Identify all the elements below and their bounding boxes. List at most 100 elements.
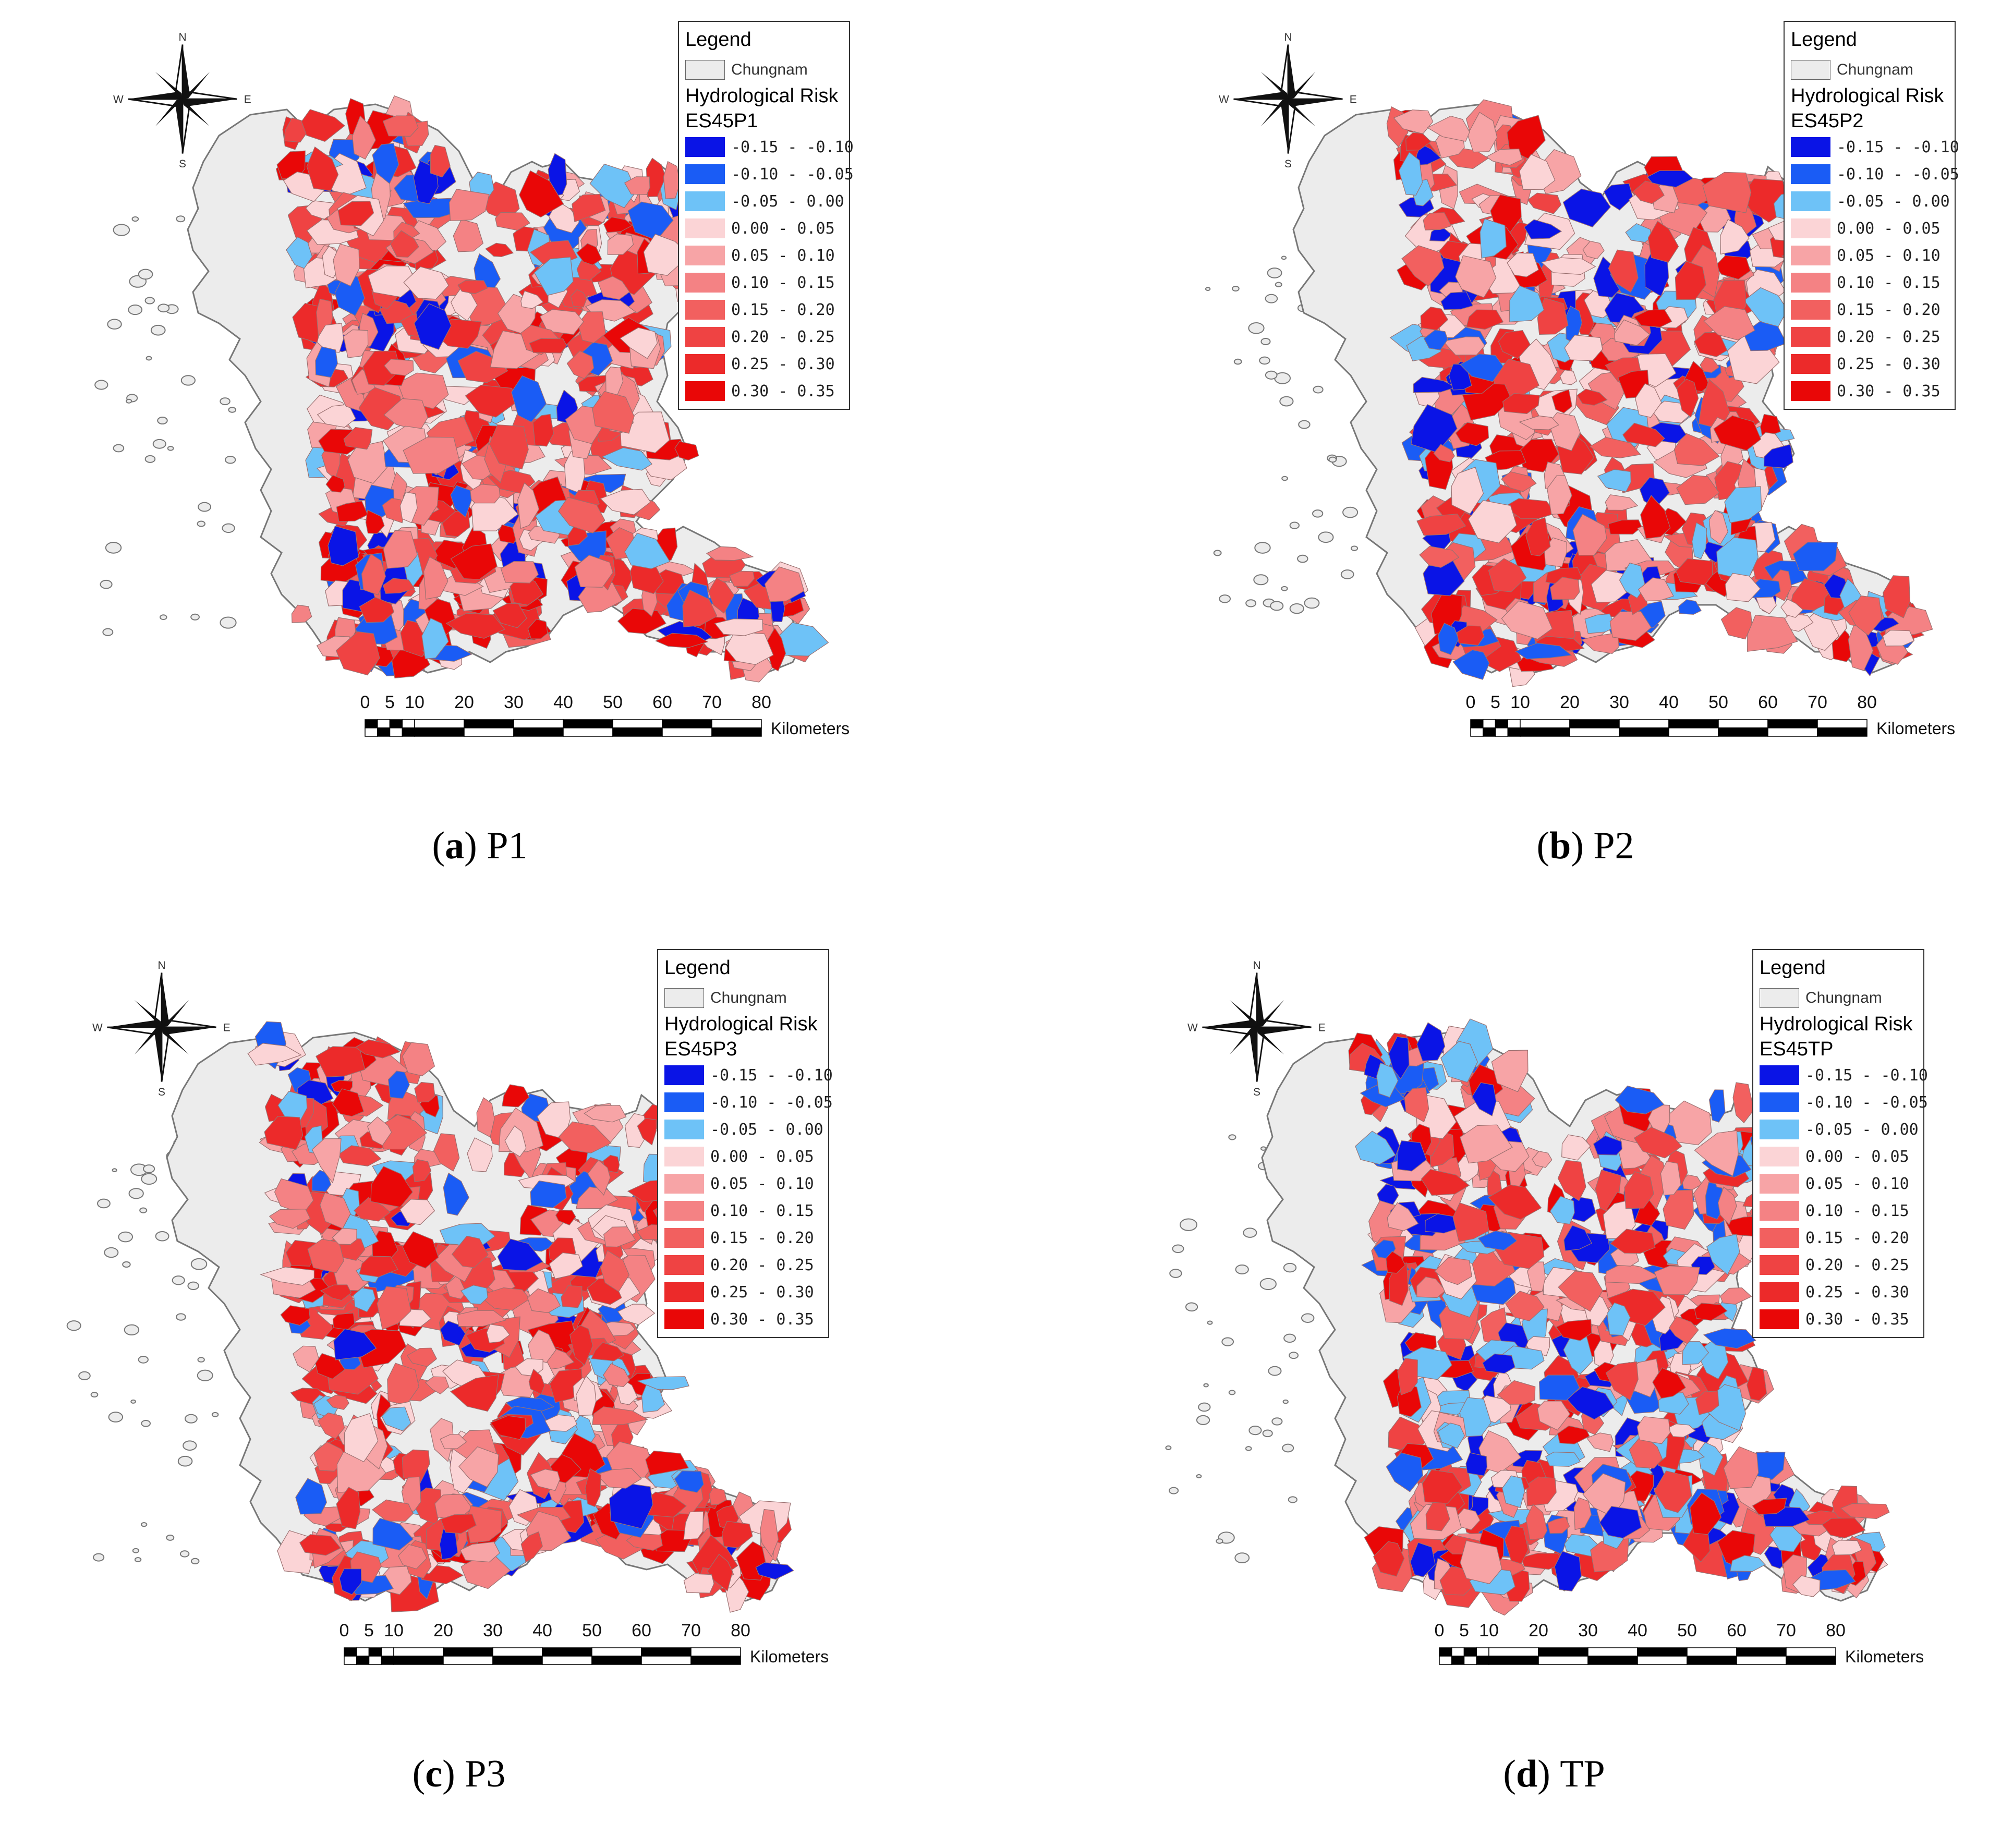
watershed-region <box>453 219 484 252</box>
watershed-region <box>603 1363 630 1388</box>
watershed-region <box>1564 334 1603 361</box>
watershed-region <box>1720 219 1750 255</box>
scale-segment <box>1668 727 1719 737</box>
watershed-region <box>558 1121 612 1153</box>
watershed-region <box>1472 1082 1497 1116</box>
watershed-region <box>592 391 635 434</box>
watershed-region <box>1563 1225 1592 1251</box>
legend-class-swatch <box>1760 1228 1799 1248</box>
island <box>112 1168 117 1173</box>
scale-segment <box>591 1647 642 1657</box>
legend-class-label: 0.25 - 0.30 <box>710 1283 814 1302</box>
scale-segment <box>1495 719 1508 728</box>
island <box>228 407 237 413</box>
legend-class-swatch <box>664 1282 704 1302</box>
legend-class-label: 0.15 - 0.20 <box>731 300 835 319</box>
scale-segment <box>690 1647 741 1657</box>
watershed-region <box>301 109 345 142</box>
watershed-region <box>1558 1271 1603 1312</box>
watershed-region <box>1610 1229 1656 1254</box>
legend-base-swatch <box>685 60 725 80</box>
watershed-region <box>498 524 518 544</box>
scale-segment <box>1786 1647 1836 1657</box>
watershed-region <box>624 532 671 569</box>
watershed-region <box>544 1414 577 1432</box>
scale-segment <box>542 1656 592 1665</box>
watershed-region <box>1708 1089 1726 1123</box>
watershed-region <box>382 497 405 524</box>
watershed-region <box>1398 151 1423 196</box>
watershed-region <box>260 1267 315 1286</box>
watershed-region <box>729 570 755 587</box>
watershed-region <box>519 170 564 218</box>
watershed-region <box>1523 219 1562 239</box>
scale-tick-label: 40 <box>1628 1621 1647 1640</box>
island <box>1196 1415 1210 1425</box>
watershed-region <box>572 193 606 223</box>
legend-class-row: -0.10 - -0.05 <box>685 161 854 188</box>
watershed-region <box>1572 514 1607 556</box>
island <box>1279 396 1294 407</box>
watershed-region <box>527 1288 561 1314</box>
watershed-region <box>1760 414 1781 436</box>
legend-base-row: Chungnam <box>685 56 843 83</box>
panel-caption: (c) P3 <box>412 1753 506 1795</box>
legend-class-label: 0.00 - 0.05 <box>710 1147 814 1166</box>
panel-caption: (b) P2 <box>1536 824 1634 867</box>
scale-tick-label: 10 <box>1510 692 1530 712</box>
island <box>159 614 167 621</box>
scale-tick-label: 50 <box>603 692 623 712</box>
watershed-region <box>402 1042 435 1076</box>
scale-tick-label: 70 <box>1776 1621 1796 1640</box>
scale-tick-label: 70 <box>681 1621 701 1640</box>
watershed-regions <box>1348 1018 1890 1616</box>
legend-class-label: 0.25 - 0.30 <box>1837 355 1941 373</box>
watershed-region <box>548 200 580 234</box>
island <box>1185 1302 1198 1312</box>
island <box>1228 1134 1236 1140</box>
watershed-region <box>1498 330 1531 359</box>
watershed-region <box>1747 615 1798 652</box>
island <box>131 216 139 222</box>
legend-class-swatch <box>685 273 725 293</box>
watershed-region <box>1691 522 1707 560</box>
legend-class-swatch <box>1760 1092 1799 1112</box>
watershed-region <box>637 1118 657 1146</box>
legend-class-row: 0.00 - 0.05 <box>1760 1143 1917 1170</box>
island <box>1270 601 1284 611</box>
map-panel-tp: N S E W 0 5 10 20 30 40 50 60 70 80 Kilometers Leg… <box>1137 939 2003 1846</box>
watershed-region <box>449 189 490 221</box>
legend-layer-name: ES45P3 <box>664 1038 737 1060</box>
scale-segment <box>1718 727 1768 737</box>
watershed-region <box>264 1115 304 1150</box>
scale-tick-label: 0 <box>1435 1621 1445 1640</box>
watershed-region <box>1703 306 1755 341</box>
watershed-region <box>421 617 449 660</box>
watershed-region <box>1633 309 1672 328</box>
watershed-region <box>645 1450 689 1476</box>
watershed-region <box>335 631 380 676</box>
scale-segment <box>690 1656 741 1665</box>
watershed-region <box>1505 1291 1545 1321</box>
scale-segment <box>1587 1656 1638 1665</box>
compass-south-label: S <box>179 158 186 170</box>
legend-class-row: 0.10 - 0.15 <box>1791 269 1948 296</box>
watershed-region <box>459 1541 500 1563</box>
watershed-region <box>1414 143 1442 166</box>
island <box>113 224 130 236</box>
watershed-region <box>1605 1263 1660 1284</box>
legend-title: Legend <box>1760 957 1826 979</box>
island <box>1328 456 1337 463</box>
watershed-region <box>486 1323 511 1344</box>
legend-layer-name: ES45P2 <box>1791 110 1864 132</box>
island <box>225 456 236 464</box>
watershed-region <box>403 266 449 300</box>
watershed-region <box>585 1468 602 1507</box>
scale-segment <box>1439 1656 1452 1665</box>
watershed-region <box>1501 1475 1525 1508</box>
watershed-region <box>399 1199 435 1225</box>
watershed-region <box>607 233 634 255</box>
scale-segment <box>365 727 378 737</box>
caption-letter: d <box>1515 1753 1538 1795</box>
watershed-region <box>1723 1446 1759 1489</box>
